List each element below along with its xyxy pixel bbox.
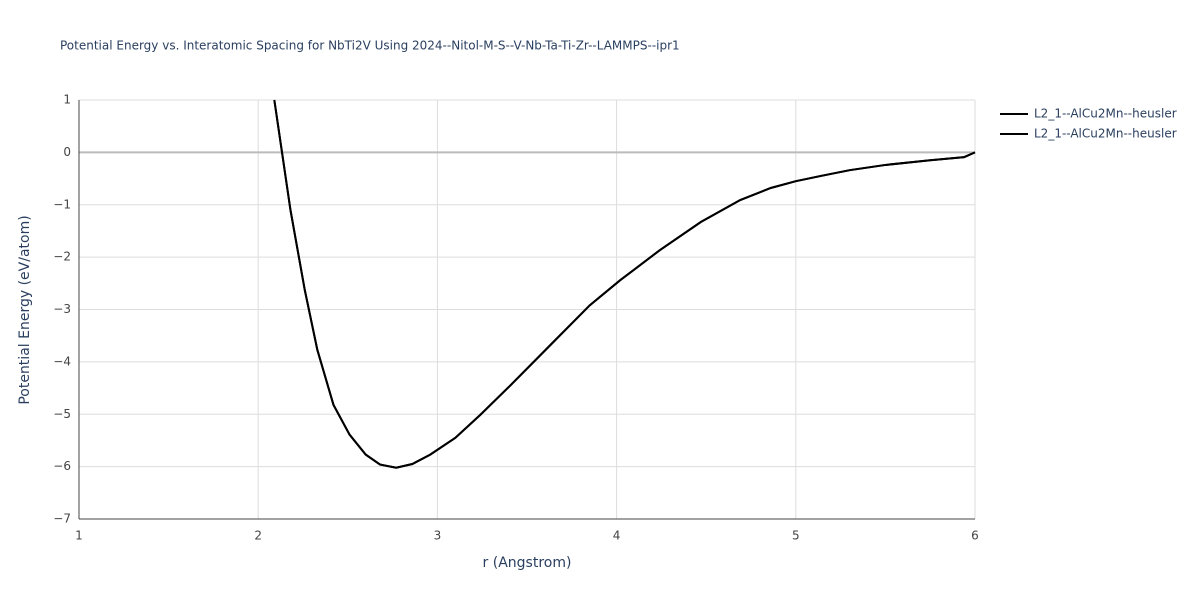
x-tick-label: 2 (254, 529, 262, 543)
y-tick-label: −3 (53, 302, 71, 316)
y-axis-title: Potential Energy (eV/atom) (17, 215, 33, 404)
x-tick-label: 3 (434, 529, 442, 543)
y-tick-label: −1 (53, 197, 71, 211)
y-tick-label: −6 (53, 459, 71, 473)
chart-title: Potential Energy vs. Interatomic Spacing… (60, 39, 680, 53)
x-tick-label: 4 (613, 529, 621, 543)
legend-label: L2_1--AlCu2Mn--heusler (1034, 127, 1177, 141)
y-tick-label: −5 (53, 407, 71, 421)
y-tick-label: 1 (63, 93, 71, 107)
y-tick-label: −2 (53, 250, 71, 264)
y-tick-label: 0 (63, 145, 71, 159)
x-tick-label: 6 (971, 529, 979, 543)
legend-label: L2_1--AlCu2Mn--heusler (1034, 107, 1177, 121)
x-axis-title: r (Angstrom) (483, 555, 572, 571)
y-tick-label: −7 (53, 512, 71, 526)
y-tick-label: −4 (53, 354, 71, 368)
x-tick-label: 1 (75, 529, 83, 543)
x-tick-label: 5 (792, 529, 800, 543)
series-line (273, 99, 976, 469)
series-line (273, 99, 976, 469)
